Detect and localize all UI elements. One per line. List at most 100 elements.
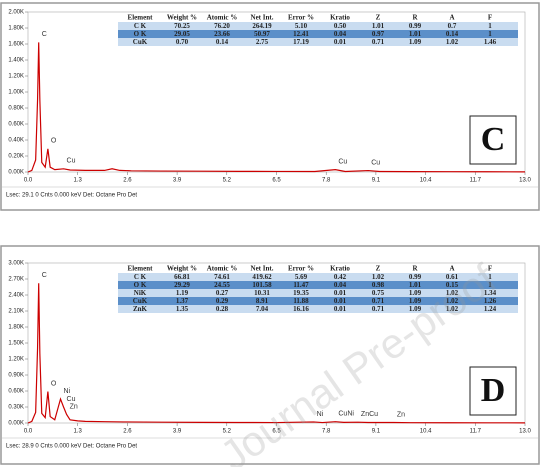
table-cell: 0.97 [372, 30, 385, 38]
x-tick-label: 2.6 [123, 178, 132, 184]
table-row [118, 38, 518, 46]
table-cell: CuK [133, 297, 148, 305]
footer: Lsec: 28.9 0 Cnts 0.000 keV Det: Octane … [6, 444, 137, 450]
table-cell: 1.09 [409, 289, 422, 297]
x-tick-label: 0.0 [24, 178, 33, 184]
y-tick-label: 0.60K [8, 389, 24, 395]
table-header: Z [376, 265, 381, 273]
table-cell: 0.15 [446, 281, 459, 289]
spectrum [27, 283, 526, 424]
table-cell: O K [134, 30, 147, 38]
table-cell: 0.29 [216, 297, 229, 305]
table-header: Kratio [330, 14, 350, 22]
table-cell: ZnK [133, 305, 148, 313]
table-cell: 0.27 [216, 289, 229, 297]
y-tick-label: 0.00K [8, 170, 24, 176]
y-tick-label: 0.90K [8, 373, 24, 379]
table-cell: 29.05 [174, 30, 190, 38]
x-tick-label: 5.2 [223, 429, 232, 435]
y-tick-label: 0.00K [8, 421, 24, 427]
peak-label: C [42, 272, 47, 279]
table-cell: 0.01 [334, 289, 347, 297]
table-cell: 1.19 [176, 289, 189, 297]
table-cell: 101.58 [252, 281, 272, 289]
x-tick-label: 10.4 [420, 178, 432, 184]
table-cell: 76.20 [214, 22, 230, 30]
table-cell: 5.10 [295, 22, 308, 30]
table-cell: 0.71 [372, 38, 385, 46]
y-tick-label: 3.00K [8, 261, 24, 267]
table-header: Kratio [330, 265, 350, 273]
peak-label: C [42, 31, 47, 38]
x-tick-label: 3.9 [173, 178, 182, 184]
y-tick-label: 1.50K [8, 341, 24, 347]
peak-label: CuNi [338, 411, 354, 418]
y-tick-label: 1.40K [8, 58, 24, 64]
x-tick-label: 13.0 [519, 429, 531, 435]
x-tick-label: 7.8 [322, 178, 331, 184]
table-header: Element [128, 265, 154, 273]
peak-label: Cu [371, 159, 380, 166]
table-cell: 1.34 [484, 289, 497, 297]
table-cell: 12.41 [293, 30, 309, 38]
panel-label: D [481, 372, 506, 409]
peak-label: O [51, 138, 57, 145]
table-cell: 1.26 [484, 297, 497, 305]
table-cell: 0.42 [334, 273, 347, 281]
table-cell: 0.98 [372, 281, 385, 289]
table-cell: 1.46 [484, 38, 497, 46]
table-cell: 11.47 [293, 281, 309, 289]
table-header: R [412, 14, 418, 22]
table-cell: 0.14 [446, 30, 459, 38]
y-tick-label: 2.10K [8, 309, 24, 315]
peak-label: Ni [317, 411, 324, 418]
y-tick-label: 1.00K [8, 90, 24, 96]
table-header: Net Int. [251, 265, 274, 273]
table-cell: 1.02 [446, 289, 459, 297]
table-cell: 1 [488, 281, 492, 289]
table-cell: 0.75 [372, 289, 385, 297]
table-header: F [488, 265, 492, 273]
y-tick-label: 2.70K [8, 277, 24, 283]
table-cell: 7.04 [256, 305, 269, 313]
table-cell: 1.24 [484, 305, 497, 313]
table-cell: 1.09 [409, 297, 422, 305]
spectrum [27, 42, 526, 173]
table-cell: 0.70 [176, 38, 189, 46]
table-cell: 1 [488, 273, 492, 281]
x-tick-label: 10.4 [420, 429, 432, 435]
table-cell: 11.88 [293, 297, 309, 305]
x-tick-label: 3.9 [173, 429, 182, 435]
table-cell: 0.71 [372, 305, 385, 313]
peak-label: ZnCu [361, 411, 378, 418]
peak-label: Zn [397, 411, 405, 418]
x-tick-label: 9.1 [372, 178, 381, 184]
panel-label-box [469, 115, 517, 165]
table-cell: 1.37 [176, 297, 189, 305]
footer: Lsec: 29.1 0 Cnts 0.000 keV Det: Octane … [6, 193, 137, 199]
panel-label: C [481, 121, 506, 158]
table-cell: 29.29 [174, 281, 190, 289]
x-tick-label: 1.3 [74, 178, 83, 184]
table-header: F [488, 14, 492, 22]
peak-label: Cu [67, 396, 76, 403]
table-header: Error % [288, 265, 314, 273]
table-header: Z [376, 14, 381, 22]
table-cell: 19.35 [293, 289, 309, 297]
table-cell: 0.7 [448, 22, 457, 30]
x-tick-label: 13.0 [519, 178, 531, 184]
x-tick-label: 0.0 [24, 429, 33, 435]
table-row [118, 30, 518, 38]
table-cell: 0.71 [372, 297, 385, 305]
table-cell: 1.02 [372, 273, 385, 281]
table-cell: 1.01 [372, 22, 385, 30]
table-cell: 0.01 [334, 38, 347, 46]
table-cell: 0.14 [216, 38, 229, 46]
panel-label-box [469, 366, 517, 416]
y-tick-label: 1.20K [8, 74, 24, 80]
table-cell: 0.50 [334, 22, 347, 30]
table-cell: 1.02 [446, 305, 459, 313]
table-header: Weight % [167, 265, 197, 273]
table-cell: 1 [488, 30, 492, 38]
table-header: Element [128, 14, 154, 22]
